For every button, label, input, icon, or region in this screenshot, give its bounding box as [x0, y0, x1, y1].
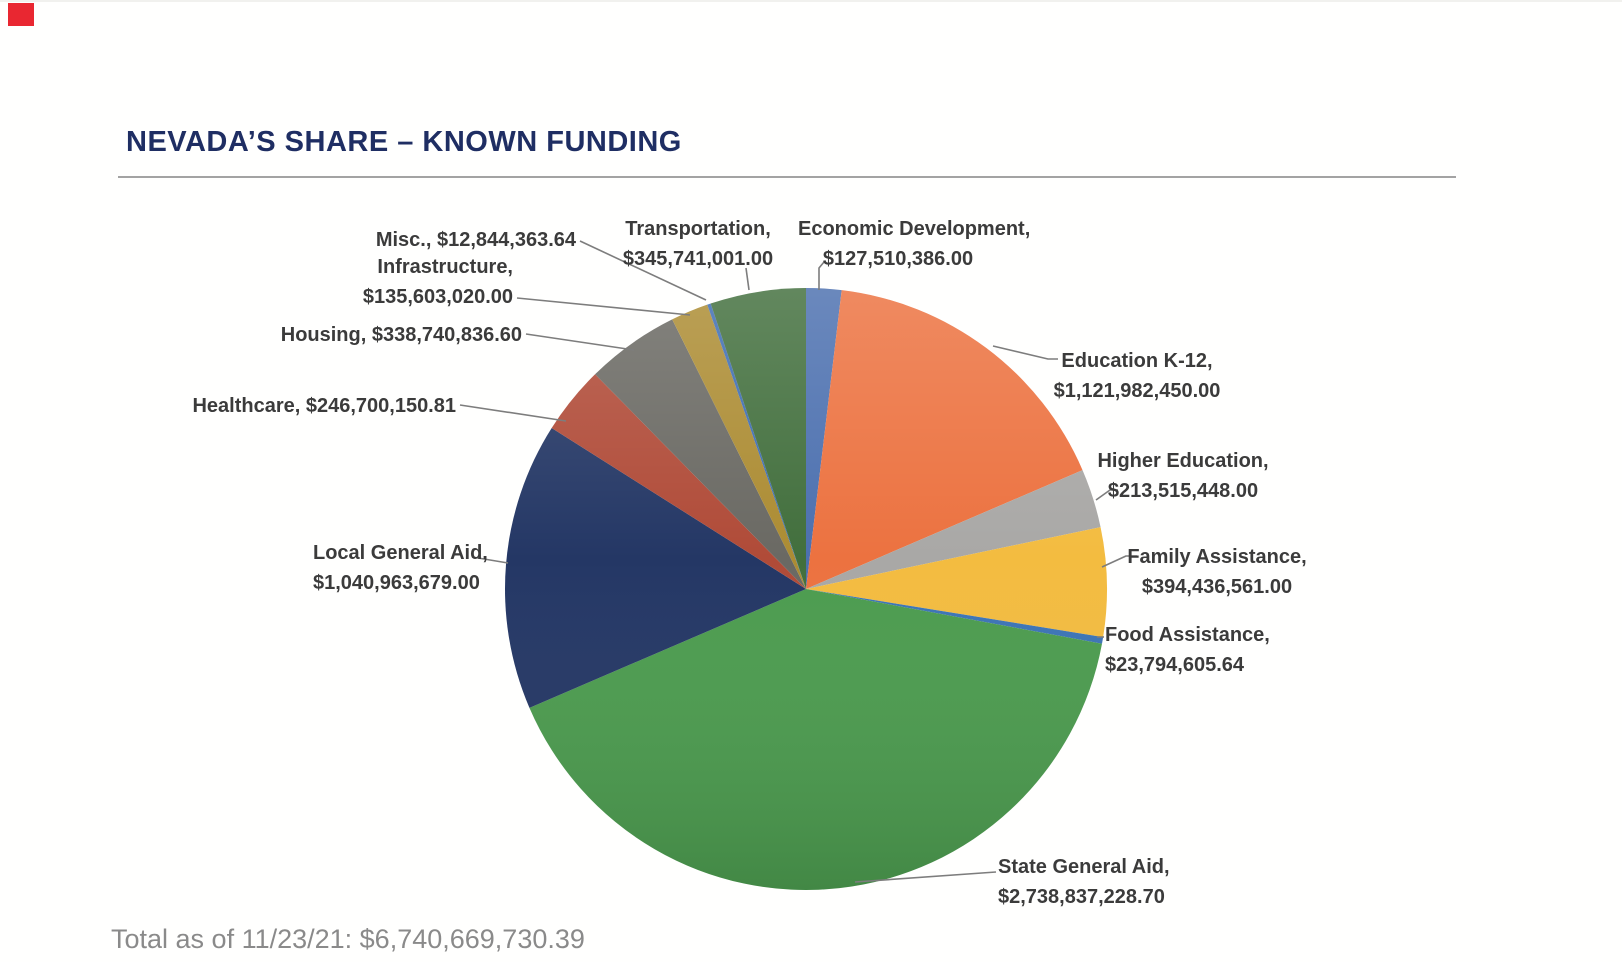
leader-line-misc [579, 240, 707, 301]
slice-label-line: $135,603,020.00 [362, 286, 513, 308]
slice-label-higher-education: Higher Education, $213,515,448.00 [1078, 446, 1288, 506]
slice-label-line: Healthcare, $246,700,150.81 [192, 395, 456, 417]
leader-line-housing [525, 333, 635, 351]
slice-label-line: Food Assistance, [1105, 624, 1270, 646]
slice-label-economic-development: Economic Development, $127,510,386.00 [798, 214, 1031, 274]
slice-label-education-k12: Education K-12, $1,121,982,450.00 [1032, 346, 1242, 406]
leader-line-transportation [745, 267, 750, 291]
total-annotation: Total as of 11/23/21: $6,740,669,730.39 [111, 924, 585, 954]
slice-label-line: $2,738,837,228.70 [998, 886, 1165, 908]
slice-label-food-assistance: Food Assistance, $23,794,605.64 [1105, 620, 1270, 680]
pie-shading-overlay [505, 288, 1107, 890]
slice-label-housing: Housing, $338,740,836.60 [281, 320, 522, 350]
slice-label-line: Education K-12, [1061, 350, 1213, 372]
slice-label-line: State General Aid, [998, 856, 1170, 878]
chart-title: NEVADA’S SHARE – KNOWN FUNDING [126, 126, 682, 158]
slice-label-line: Housing, $338,740,836.60 [280, 324, 522, 346]
slice-label-healthcare: Healthcare, $246,700,150.81 [192, 391, 456, 421]
slice-label-line: $23,794,605.64 [1105, 654, 1245, 676]
leader-line-infrastructure [516, 297, 691, 316]
slice-label-line: $1,121,982,450.00 [1053, 380, 1221, 402]
slice-label-line: $394,436,561.00 [1141, 576, 1293, 598]
slice-label-line: Misc., $12,844,363.64 [375, 229, 576, 251]
slice-label-line: Transportation, [625, 218, 771, 240]
leader-line-family-assistance [1101, 555, 1137, 568]
leader-line-economic-development [818, 261, 825, 290]
slice-label-line: Economic Development, [798, 218, 1031, 240]
red-corner-mark [8, 3, 34, 26]
leader-line-education-k12 [992, 345, 1058, 360]
title-rule [118, 176, 1456, 178]
slice-label-line: Infrastructure, [377, 256, 513, 278]
slice-label-line: Family Assistance, [1127, 546, 1307, 568]
slice-label-local-general-aid: Local General Aid, $1,040,963,679.00 [313, 538, 488, 598]
leader-line-local-general-aid [471, 556, 509, 564]
slice-label-line: Higher Education, [1097, 450, 1269, 472]
slice-label-line: $1,040,963,679.00 [313, 572, 480, 594]
slice-label-line: $127,510,386.00 [822, 248, 974, 270]
slice-label-state-general-aid: State General Aid, $2,738,837,228.70 [998, 852, 1170, 912]
slice-label-infrastructure: Infrastructure, $135,603,020.00 [363, 252, 513, 312]
slice-label-transportation: Transportation, $345,741,001.00 [598, 214, 798, 274]
slice-label-family-assistance: Family Assistance, $394,436,561.00 [1112, 542, 1322, 602]
slice-label-line: Local General Aid, [313, 542, 488, 564]
slice-label-line: $213,515,448.00 [1107, 480, 1259, 502]
leader-line-higher-education [1095, 489, 1118, 501]
leader-line-state-general-aid [854, 871, 997, 883]
page-top-edge [0, 0, 1622, 2]
slice-label-line: $345,741,001.00 [622, 248, 774, 270]
leader-line-healthcare [459, 404, 567, 422]
slice-label-misc: Misc., $12,844,363.64 [376, 225, 576, 255]
